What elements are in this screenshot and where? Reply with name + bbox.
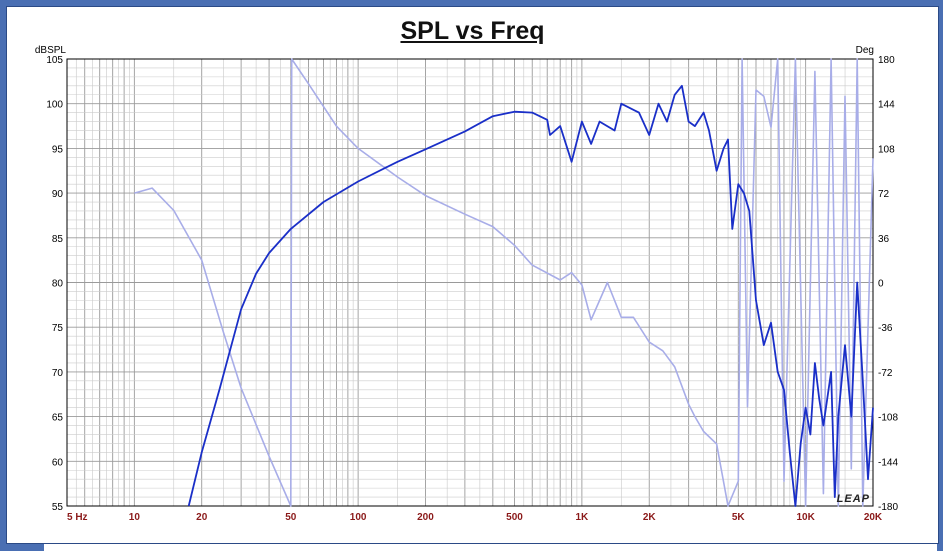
y-tick-label-right: 72 xyxy=(878,189,890,200)
y-axis-label-left: dBSPL xyxy=(35,45,67,56)
y-tick-label-right: -108 xyxy=(878,413,898,424)
x-tick-label: 100 xyxy=(350,512,367,523)
grid xyxy=(66,58,874,507)
plot-border xyxy=(66,58,874,507)
leap-watermark: LEAP xyxy=(837,493,870,505)
x-tick-label: 200 xyxy=(417,512,434,523)
x-tick-label: 10K xyxy=(796,512,815,523)
y-tick-label-left: 100 xyxy=(46,100,63,111)
y-tick-label-left: 75 xyxy=(52,323,64,334)
chart-panel: SPL vs Freq xyxy=(6,6,939,544)
x-tick-label: 1K xyxy=(575,512,589,523)
y-tick-label-left: 95 xyxy=(52,144,64,155)
y-tick-label-left: 80 xyxy=(52,279,64,290)
x-tick-label: 10 xyxy=(129,512,141,523)
y-tick-label-right: -144 xyxy=(878,457,898,468)
y-tick-label-right: -180 xyxy=(878,502,898,513)
phase-series-line xyxy=(134,58,874,507)
y-tick-label-right: 144 xyxy=(878,100,895,111)
y-tick-label-left: 55 xyxy=(52,502,64,513)
y-tick-label-left: 90 xyxy=(52,189,64,200)
chart-title: SPL vs Freq xyxy=(400,17,545,45)
x-tick-label: 500 xyxy=(506,512,523,523)
y-tick-label-left: 70 xyxy=(52,368,64,379)
x-tick-label: 5 Hz xyxy=(67,512,88,523)
y-tick-label-left: 65 xyxy=(52,413,64,424)
x-tick-label: 50 xyxy=(285,512,297,523)
tick-labels: 105 100 95 90 85 80 75 70 65 60 55 180 144 108 72 36 0 -3… xyxy=(46,55,898,523)
y-axis-label-right: Deg xyxy=(856,45,874,56)
x-tick-label: 20 xyxy=(196,512,208,523)
y-tick-label-right: 108 xyxy=(878,144,895,155)
x-tick-label: 5K xyxy=(732,512,746,523)
y-tick-label-left: 60 xyxy=(52,457,64,468)
y-tick-label-right: -72 xyxy=(878,368,893,379)
series-group xyxy=(134,58,874,507)
y-tick-label-right: 0 xyxy=(878,279,884,290)
y-tick-label-right: 180 xyxy=(878,55,895,66)
x-tick-label: 2K xyxy=(643,512,657,523)
y-tick-label-left: 105 xyxy=(46,55,63,66)
y-tick-label-left: 85 xyxy=(52,234,64,245)
y-tick-label-right: 36 xyxy=(878,234,890,245)
y-tick-label-right: -36 xyxy=(878,323,893,334)
bottom-strip xyxy=(44,544,937,551)
spl-series-line xyxy=(187,84,874,507)
x-tick-label: 20K xyxy=(864,512,883,523)
